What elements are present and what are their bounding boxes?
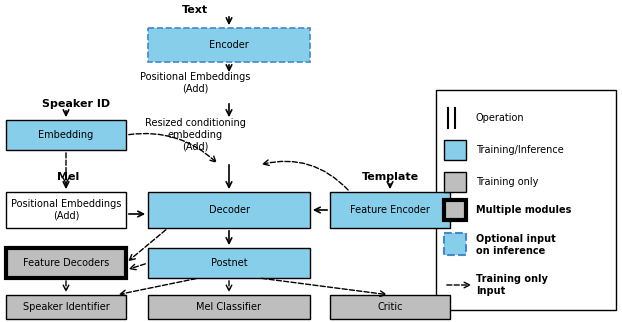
Text: Training only
Input: Training only Input <box>476 274 548 296</box>
Text: Text: Text <box>182 5 208 15</box>
Text: Speaker ID: Speaker ID <box>42 99 110 109</box>
Text: Postnet: Postnet <box>211 258 248 268</box>
Text: Positional Embeddings
(Add): Positional Embeddings (Add) <box>140 72 250 94</box>
Bar <box>6 120 126 150</box>
Bar <box>330 295 450 319</box>
Bar <box>6 295 126 319</box>
Bar <box>444 140 466 160</box>
Text: Feature Encoder: Feature Encoder <box>350 205 430 215</box>
Text: Encoder: Encoder <box>209 40 249 50</box>
Text: Optional input
on inference: Optional input on inference <box>476 234 555 256</box>
Text: Speaker Identifier: Speaker Identifier <box>22 302 109 312</box>
Text: Mel Classifier: Mel Classifier <box>197 302 261 312</box>
Text: Training/Inference: Training/Inference <box>476 145 564 155</box>
Bar <box>436 90 616 310</box>
Bar <box>148 248 310 278</box>
Text: Multiple modules: Multiple modules <box>476 205 572 215</box>
Text: Training only: Training only <box>476 177 539 187</box>
Text: Resized conditioning
embedding
(Add): Resized conditioning embedding (Add) <box>144 118 246 152</box>
Text: Operation: Operation <box>476 113 524 123</box>
Text: Mel: Mel <box>57 172 79 182</box>
Bar <box>148 28 310 62</box>
Text: Critic: Critic <box>378 302 403 312</box>
Bar <box>444 172 466 192</box>
Text: Template: Template <box>361 172 419 182</box>
Bar <box>148 192 310 228</box>
Text: Embedding: Embedding <box>39 130 94 140</box>
Bar <box>6 248 126 278</box>
Text: Positional Embeddings
(Add): Positional Embeddings (Add) <box>11 199 121 221</box>
Bar <box>444 200 466 220</box>
Bar <box>148 295 310 319</box>
Bar <box>330 192 450 228</box>
Text: Decoder: Decoder <box>208 205 249 215</box>
Bar <box>6 192 126 228</box>
Text: Feature Decoders: Feature Decoders <box>23 258 109 268</box>
Bar <box>444 233 466 255</box>
